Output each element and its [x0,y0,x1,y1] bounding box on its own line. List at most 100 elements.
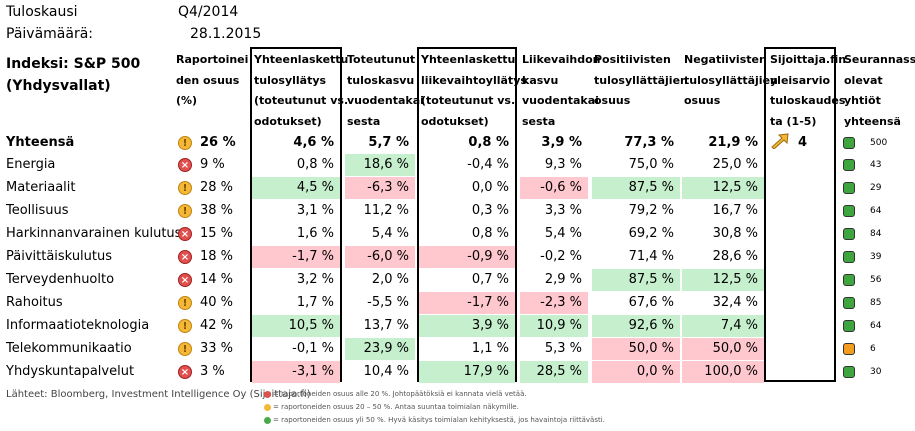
column-header-line: yhtiöt [844,91,915,112]
metric-cell: 92,6 % [592,315,680,337]
metric-cell: 17,9 % [419,361,515,383]
status-warning-icon: ! [178,204,192,218]
metric-cell: 25,0 % [682,154,764,176]
metric-cell: 9,3 % [520,154,588,176]
metric-cell: 71,4 % [592,246,680,268]
reported-share: 15 % [200,226,233,241]
metric-cell: 50,0 % [592,338,680,360]
sector-label: Rahoitus [6,295,63,310]
column-header: Negatiivisten tulosyllättäjien osuus [684,50,778,112]
metric-cell: 23,9 % [345,338,415,360]
metric-cell: 67,6 % [592,292,680,314]
status-warning-icon: ! [178,296,192,310]
status-green-dot-icon [843,297,855,309]
metric-cell: 32,4 % [682,292,764,314]
column-header-line: vuodentakai [347,91,424,112]
status-green-dot-icon [843,274,855,286]
sector-label: Terveydenhuolto [6,272,114,287]
company-count: 29 [870,183,881,193]
column-header-line: Sijoittaja.fin [770,50,846,71]
column-header-line: ta (1-5) [770,112,846,133]
metric-cell: 28,6 % [682,246,764,268]
metric-cell: 5,7 % [345,132,415,154]
column-header-line: tulosyllätys [254,71,348,92]
metric-cell: 0,0 % [592,361,680,383]
metric-cell: 28,5 % [520,361,588,383]
sector-label: Energia [6,157,55,172]
metric-cell: -0,9 % [419,246,515,268]
metric-cell: 0,0 % [419,177,515,199]
company-count: 56 [870,275,881,285]
metric-cell: 4,6 % [252,132,340,154]
metric-cell: 1,1 % [419,338,515,360]
date-label: Päivämäärä: [6,26,93,42]
column-header-line: osuus [684,91,778,112]
column-header-line: Seurannassa [844,50,915,71]
company-count: 39 [870,252,881,262]
rating-arrow-icon [770,133,790,149]
metric-cell: 30,8 % [682,223,764,245]
sector-label: Yhdyskuntapalvelut [6,364,134,379]
metric-cell: 13,7 % [345,315,415,337]
reported-share: 14 % [200,272,233,287]
legend-warn-icon [264,404,271,411]
column-header-line: kasvu [522,71,601,92]
legend-item: = raportoneiden osuus yli 50 %. Hyvä käs… [264,416,605,424]
company-count: 84 [870,229,881,239]
column-header-line: (toteutunut vs. [421,91,527,112]
sector-label: Telekommunikaatio [6,341,132,356]
column-header: Yhteenlaskettu liikevaihtoyllätys (toteutu… [421,50,527,132]
legend-item: = raportoneiden osuus 20 – 50 %. Antaa s… [264,403,519,411]
company-count: 64 [870,321,881,331]
metric-cell: 0,7 % [419,269,515,291]
sector-label: Harkinnanvarainen kulutus [6,226,181,241]
column-header-line: Negatiivisten [684,50,778,71]
reported-share: 28 % [200,180,233,195]
reported-share: 18 % [200,249,233,264]
column-header-line: tulosyllättäjien [594,71,688,92]
reported-share: 42 % [200,318,233,333]
metric-cell: 75,0 % [592,154,680,176]
metric-cell: 12,5 % [682,177,764,199]
metric-cell: 100,0 % [682,361,764,383]
metric-cell: 2,0 % [345,269,415,291]
metric-cell: -5,5 % [345,292,415,314]
status-green-dot-icon [843,137,855,149]
metric-cell: 1,7 % [252,292,340,314]
metric-cell: -6,3 % [345,177,415,199]
status-warning-icon: ! [178,136,192,150]
column-header: Toteutunut tuloskasvu vuodentakai sesta [347,50,424,132]
metric-cell: 3,1 % [252,200,340,222]
metric-cell: 0,8 % [419,132,515,154]
column-header-line: odotukset) [421,112,527,133]
status-bad-icon: × [178,227,192,241]
status-green-dot-icon [843,182,855,194]
legend-text: = raportoneiden osuus alle 20 %. Johtopä… [273,390,527,398]
column-header-line: Raportoinei [176,50,248,71]
column-header-line: sesta [347,112,424,133]
metric-cell: 5,4 % [520,223,588,245]
metric-cell: -0,2 % [520,246,588,268]
status-orange-dot-icon [843,343,855,355]
column-header: Raportoinei den osuus (%) [176,50,248,112]
status-warning-icon: ! [178,342,192,356]
sector-label: Teollisuus [6,203,69,218]
reported-share: 33 % [200,341,233,356]
column-header: Sijoittaja.fin yleisarvio tuloskaudes ta (1… [770,50,846,132]
column-header-line: Liikevaihdon [522,50,601,71]
status-green-dot-icon [843,205,855,217]
legend-bad-icon [264,391,271,398]
status-green-dot-icon [843,251,855,263]
column-header-line: Yhteenlaskettu [254,50,348,71]
column-header-line: Toteutunut [347,50,424,71]
column-header-line: vuodentakai [522,91,601,112]
column-header-line: olevat [844,71,915,92]
column-header-line: yleisarvio [770,71,846,92]
company-count: 30 [870,367,881,377]
status-green-dot-icon [843,366,855,378]
metric-cell: 10,4 % [345,361,415,383]
legend-text: = raportoneiden osuus yli 50 %. Hyvä käs… [273,416,605,424]
status-green-dot-icon [843,159,855,171]
total-row-label: Yhteensä [6,135,74,150]
metric-cell: 79,2 % [592,200,680,222]
